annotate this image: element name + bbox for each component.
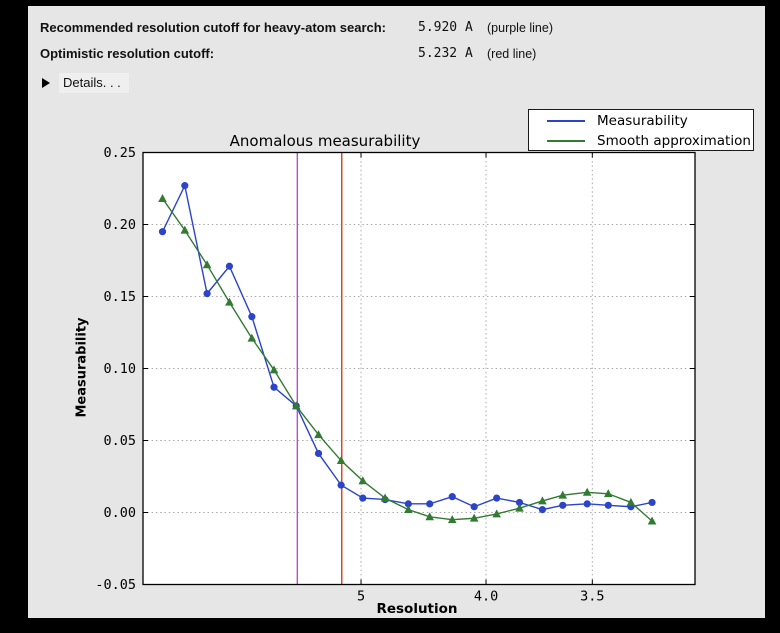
data-point-circle — [181, 182, 189, 190]
cutoff-value: 5.920 A — [418, 20, 473, 35]
legend-item: Smooth approximation — [529, 131, 753, 150]
data-point-circle — [648, 498, 656, 507]
data-point-triangle — [469, 513, 479, 522]
y-axis-label: Measurability — [74, 317, 90, 418]
data-point-circle — [203, 290, 211, 298]
data-point-triangle — [647, 516, 657, 525]
data-point-triangle — [247, 333, 257, 342]
data-point-circle — [404, 500, 412, 508]
legend-label: Measurability — [597, 112, 688, 129]
data-point-circle — [314, 449, 323, 458]
data-point-triangle — [538, 496, 547, 505]
data-point-triangle — [314, 430, 323, 439]
data-point-triangle — [447, 515, 457, 524]
data-point-triangle — [336, 456, 346, 465]
data-point-circle — [493, 494, 501, 502]
x-axis-label: Resolution — [376, 601, 458, 617]
data-point-triangle — [582, 487, 592, 496]
legend-item: Measurability — [529, 111, 753, 130]
y-tick-label: 0.20 — [103, 217, 136, 233]
data-point-circle — [515, 498, 524, 507]
details-disclosure[interactable]: Details. . . — [42, 72, 129, 94]
x-tick-label: 5 — [357, 589, 365, 605]
legend-line-sample — [547, 119, 585, 122]
cutoff-note: (red line) — [487, 47, 537, 61]
y-tick-label: 0.15 — [103, 289, 136, 305]
data-point-triangle — [291, 401, 301, 410]
cutoff-label: Recommended resolution cutoff for heavy-… — [40, 20, 387, 35]
details-label: Details. . . — [59, 73, 129, 93]
triangle-right-icon — [42, 78, 50, 88]
data-point-circle — [538, 506, 547, 514]
results-panel: Recommended resolution cutoff for heavy-… — [28, 6, 765, 618]
y-tick-label: 0.00 — [103, 505, 136, 521]
data-point-circle — [158, 228, 167, 236]
data-point-triangle — [603, 489, 613, 498]
legend-line-sample — [547, 139, 585, 142]
data-point-circle — [448, 493, 456, 501]
y-tick-label: 0.25 — [103, 145, 136, 161]
data-point-circle — [270, 383, 278, 391]
cutoff-value: 5.232 A — [418, 46, 473, 61]
data-point-circle — [604, 501, 612, 509]
chart-figure: 0.25 0.20 0.15 0.10 0.05 0.00 -0.05 5 4.0 3.5 Ano… — [28, 6, 765, 618]
y-tick-label: 0.05 — [103, 433, 136, 449]
y-tick-label: 0.10 — [103, 361, 136, 377]
data-point-triangle — [225, 297, 234, 306]
data-point-circle — [225, 262, 234, 270]
data-point-circle — [248, 313, 256, 321]
data-point-circle — [426, 500, 434, 508]
chart-title: Anomalous measurability — [229, 132, 421, 150]
data-point-triangle — [358, 476, 368, 485]
data-point-triangle — [558, 490, 568, 499]
data-point-circle — [583, 500, 591, 508]
cutoff-row-recommended: Recommended resolution cutoff for heavy-… — [28, 20, 765, 40]
data-point-triangle — [158, 193, 167, 202]
data-point-triangle — [380, 493, 390, 502]
chart-legend: Measurability Smooth approximation — [528, 109, 754, 151]
cutoff-note: (purple line) — [487, 21, 554, 35]
measurability-chart: 0.25 0.20 0.15 0.10 0.05 0.00 -0.05 5 4.0 3.5 — [95, 145, 696, 605]
cutoff-row-optimistic: Optimistic resolution cutoff: 5.232 A (r… — [28, 46, 765, 66]
data-point-triangle — [626, 497, 636, 506]
y-tick-label: -0.05 — [95, 577, 136, 593]
data-point-circle — [359, 494, 367, 502]
data-point-triangle — [404, 505, 413, 514]
data-point-circle — [559, 501, 567, 509]
data-point-triangle — [180, 225, 190, 234]
data-point-triangle — [492, 509, 501, 518]
data-point-triangle — [202, 260, 212, 269]
data-point-circle — [470, 503, 478, 511]
legend-label: Smooth approximation — [597, 132, 751, 149]
x-tick-label: 3.5 — [580, 589, 604, 605]
cutoff-label: Optimistic resolution cutoff: — [40, 46, 215, 61]
x-tick-label: 4.0 — [474, 589, 498, 605]
data-point-circle — [337, 481, 345, 489]
data-point-triangle — [425, 512, 435, 521]
data-point-triangle — [515, 503, 524, 512]
data-point-triangle — [269, 365, 279, 374]
